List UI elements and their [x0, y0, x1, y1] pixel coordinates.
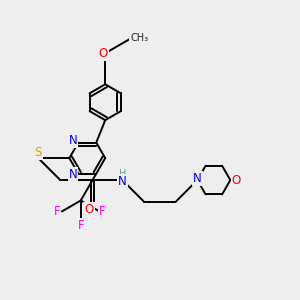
Text: S: S: [34, 146, 42, 159]
Text: N: N: [118, 175, 127, 188]
Text: H: H: [119, 169, 126, 179]
Text: O: O: [84, 203, 94, 216]
Text: F: F: [54, 205, 60, 218]
Text: O: O: [232, 174, 241, 187]
Text: N: N: [69, 134, 77, 147]
Text: N: N: [69, 168, 77, 181]
Text: N: N: [193, 172, 202, 185]
Text: CH₃: CH₃: [130, 33, 148, 43]
Text: O: O: [99, 47, 108, 60]
Text: F: F: [77, 219, 84, 232]
Text: F: F: [99, 205, 106, 218]
